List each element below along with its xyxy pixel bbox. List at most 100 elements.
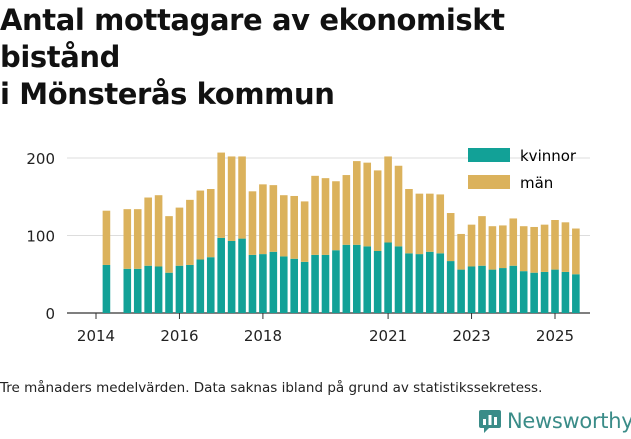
bar-man (363, 162, 372, 247)
bar-kvinnor (123, 268, 132, 313)
bar-kvinnor (363, 246, 372, 313)
bar-man (332, 181, 340, 251)
bar-man (154, 195, 163, 267)
bar-kvinnor (186, 264, 194, 313)
bar-man (499, 225, 507, 269)
bar-man (551, 220, 559, 270)
bar-man (217, 152, 225, 238)
bar-kvinnor (332, 250, 340, 313)
x-axis: 2014 2016 2018 2021 2023 2025 (67, 312, 590, 345)
bar-man (394, 165, 403, 247)
x-tick-label: 2021 (369, 327, 407, 345)
bar-man (290, 195, 298, 259)
stacked-bar-chart: 0 100 200 2014 2016 2018 2021 2023 2025 kvinnor… (26, 147, 590, 345)
bar-kvinnor (269, 251, 278, 314)
bars (102, 152, 580, 314)
bar-kvinnor (321, 254, 330, 314)
bar-kvinnor (165, 272, 173, 313)
bar-man (446, 213, 455, 262)
bar-kvinnor (540, 271, 549, 314)
bar-man (426, 193, 434, 252)
bar-man (269, 185, 278, 252)
brand: Newsworthy (478, 408, 631, 434)
bar-man (436, 194, 445, 254)
bar-man (405, 189, 413, 254)
title-line-1: Antal mottagare av ekonomiskt bistånd (0, 3, 505, 74)
bar-kvinnor (259, 254, 267, 313)
legend-label-man: män (520, 174, 553, 192)
bar-kvinnor (551, 269, 559, 313)
bar-man (561, 222, 570, 272)
bar-man (248, 191, 257, 255)
newsworthy-logo-icon (479, 410, 501, 433)
bar-man (519, 226, 528, 272)
bar-kvinnor (279, 256, 288, 314)
bar-man (279, 195, 288, 257)
bar-kvinnor (457, 269, 465, 313)
bar-kvinnor (509, 265, 518, 313)
bar-man (133, 209, 142, 269)
footnote: Tre månaders medelvärden. Data saknas ib… (0, 380, 543, 396)
bar-kvinnor (342, 244, 351, 313)
bar-man (165, 216, 173, 273)
bar-man (478, 216, 486, 266)
bar-kvinnor (384, 242, 392, 313)
bar-man (259, 184, 267, 255)
bar-kvinnor (572, 274, 580, 313)
bar-kvinnor (488, 269, 497, 313)
title-line-2: i Mönsterås kommun (0, 77, 335, 111)
y-tick-label: 0 (45, 305, 55, 323)
bar-man (353, 161, 361, 245)
bar-kvinnor (217, 237, 225, 313)
bar-man (123, 209, 132, 269)
bar-kvinnor (248, 254, 257, 314)
bar-man (373, 170, 382, 251)
bar-man (238, 156, 246, 239)
x-tick-label: 2014 (77, 327, 115, 345)
bar-kvinnor (467, 266, 476, 313)
bar-man (206, 189, 215, 258)
y-tick-label: 100 (26, 228, 55, 246)
bar-kvinnor (373, 251, 382, 313)
bar-man (540, 224, 549, 272)
x-tick-label: 2023 (452, 327, 490, 345)
bar-kvinnor (133, 268, 142, 313)
bar-kvinnor (300, 261, 309, 313)
bar-man (321, 178, 330, 255)
bar-kvinnor (499, 268, 507, 313)
y-tick-label: 200 (26, 150, 55, 168)
bar-man (467, 224, 476, 267)
bar-kvinnor (415, 254, 424, 313)
y-axis: 0 100 200 (26, 150, 55, 323)
chart-title: Antal mottagare av ekonomiskt bistånd i … (0, 2, 631, 113)
bar-kvinnor (561, 271, 570, 314)
bar-kvinnor (405, 253, 413, 313)
bar-man (175, 207, 184, 266)
bar-kvinnor (394, 246, 403, 313)
x-tick-label: 2018 (244, 327, 282, 345)
bar-man (415, 193, 424, 255)
bar-man (311, 175, 319, 255)
bar-man (300, 201, 309, 262)
bar-kvinnor (175, 265, 184, 313)
bar-man (488, 226, 497, 270)
bar-kvinnor (446, 261, 455, 313)
bar-man (102, 210, 111, 265)
bar-man (572, 228, 580, 275)
bar-kvinnor (426, 251, 434, 314)
bar-kvinnor (290, 258, 298, 313)
bar-kvinnor (206, 257, 215, 313)
x-tick-label: 2016 (160, 327, 198, 345)
legend: kvinnor män (468, 147, 577, 192)
bar-kvinnor (227, 240, 236, 314)
bar-man (342, 175, 351, 245)
bar-man (530, 226, 538, 273)
bar-man (457, 233, 465, 270)
bar-man (144, 197, 152, 266)
bar-man (227, 156, 236, 241)
bar-kvinnor (196, 259, 205, 313)
x-tick-label: 2025 (536, 327, 574, 345)
bar-man (384, 156, 392, 243)
bar-kvinnor (102, 264, 111, 313)
bar-kvinnor (353, 244, 361, 313)
